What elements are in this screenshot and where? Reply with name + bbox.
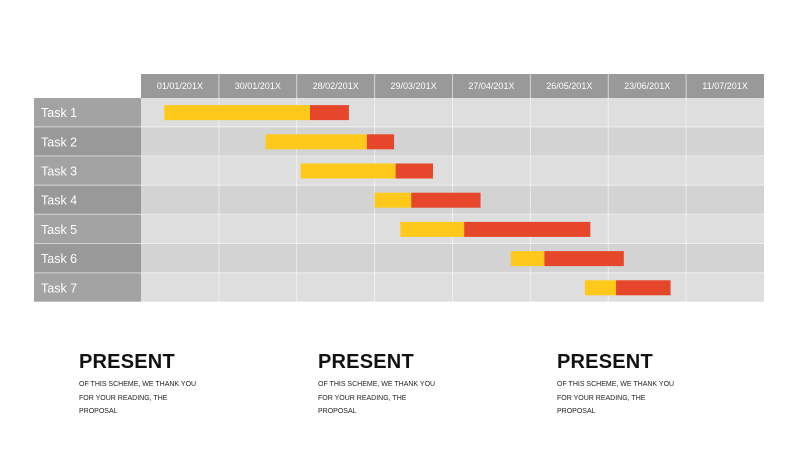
caption-text: OF THIS SCHEME, WE THANK YOU FOR YOUR RE… [318,381,436,415]
caption-title: PRESENT [318,351,414,373]
task-label-cell [34,185,141,215]
task-label-cell [34,214,141,244]
caption-block-1: PRESENT OF THIS SCHEME, WE THANK YOU FOR… [79,350,229,419]
task-label-cell [34,244,141,274]
caption-text: OF THIS SCHEME, WE THANK YOU FOR YOUR RE… [557,381,675,415]
date-column-label: 11/07/201X [702,81,747,91]
task-label-cell [34,98,141,128]
task-label-cell [34,127,141,157]
gantt-bar-part1 [300,163,396,179]
gantt-bar-part1 [164,105,310,121]
caption-block-2: PRESENT OF THIS SCHEME, WE THANK YOU FOR… [318,350,468,419]
gantt-bar-part1 [510,251,545,267]
date-column-label: 28/02/201X [313,81,359,91]
gantt-bar-part1 [584,280,617,296]
gantt-bar-part1 [374,192,412,208]
task-label: Task 4 [41,194,77,208]
date-column-label: 27/04/201X [468,81,514,91]
header-cell [141,74,219,98]
task-label-cell [34,273,141,302]
gantt-bar-part2 [309,105,349,121]
date-column-label: 30/01/201X [235,81,281,91]
date-column-label: 26/05/201X [546,81,592,91]
header-cell [530,74,609,98]
caption-title: PRESENT [557,351,653,373]
caption-title: PRESENT [79,351,175,373]
gantt-bar-part2 [616,280,671,296]
task-label: Task 2 [41,135,77,149]
caption-text: OF THIS SCHEME, WE THANK YOU FOR YOUR RE… [79,381,197,415]
gantt-bar-part2 [411,192,481,208]
gantt-bar-part2 [395,163,434,179]
date-column-label: 23/06/201X [624,81,670,91]
gantt-chart: 01/01/201X 30/01/201X 28/02/201X 29/03/201X… [34,74,764,302]
gantt-bar-part1 [265,134,367,150]
date-column-label: 01/01/201X [157,81,203,91]
task-label: Task 7 [41,281,77,295]
header-cell [296,74,375,98]
header-cell [452,74,531,98]
gantt-bar-part1 [400,221,465,237]
task-label: Task 1 [41,106,77,120]
header-cell [218,74,297,98]
date-column-label: 29/03/201X [391,81,437,91]
header-cell [374,74,453,98]
task-label: Task 3 [41,165,77,179]
header-cell [686,74,764,98]
task-label-cell [34,156,141,186]
task-label: Task 6 [41,252,77,266]
caption-block-3: PRESENT OF THIS SCHEME, WE THANK YOU FOR… [557,350,707,419]
task-label: Task 5 [41,223,77,237]
gantt-bar-part2 [544,251,624,267]
gantt-bar-part2 [464,221,591,237]
gantt-bar-part2 [366,134,395,150]
header-cell [608,74,687,98]
